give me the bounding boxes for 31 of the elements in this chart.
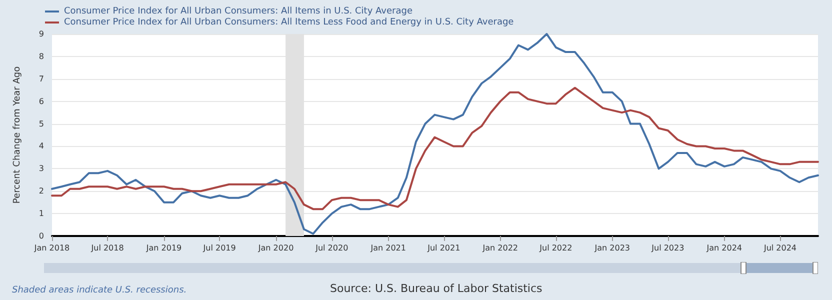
y-axis-title: Percent Change from Year Ago [12, 66, 22, 204]
x-tick-label: Jan 2022 [482, 244, 518, 252]
y-tick-label: 7 [38, 74, 44, 84]
y-tick-label: 6 [38, 96, 44, 106]
x-tick-label: Jul 2022 [538, 244, 572, 252]
y-tick-label: 1 [38, 209, 44, 218]
x-tick-label: Jan 2024 [706, 244, 742, 252]
x-tick-label: Jul 2021 [426, 244, 460, 252]
text: Shaded areas indicate U.S. recessions. [12, 286, 187, 296]
x-tick-label: Jan 2023 [594, 244, 630, 252]
x-tick-label: Jan 2019 [145, 244, 182, 252]
x-tick-label: Jul 2018 [90, 244, 124, 252]
legend-label: Consumer Price Index for All Urban Consumers: All Items in U.S. City Average [64, 6, 413, 16]
x-tick-label: Jul 2020 [314, 244, 348, 252]
x-tick-label: Jan 2018 [33, 244, 70, 252]
x-tick-label: Jan 2021 [370, 244, 406, 252]
y-tick-label: 3 [38, 164, 44, 174]
y-tick-label: 0 [38, 232, 44, 240]
y-tick-label: 5 [38, 119, 44, 128]
x-tick-label: Jul 2024 [762, 244, 797, 252]
y-tick-label: 8 [38, 52, 44, 61]
x-tick-label: Jul 2019 [202, 244, 236, 252]
legend-label: Consumer Price Index for All Urban Consumers: All Items Less Food and Energy in U.S. City Average [64, 18, 514, 28]
x-tick-label: Jul 2023 [650, 244, 684, 252]
line-series [51, 33, 819, 235]
source-note: Source: U.S. Bureau of Labor Statistics [330, 282, 543, 295]
y-tick-label: 9 [38, 30, 44, 38]
y-tick-label: 2 [38, 186, 44, 196]
x-tick-label: Jan 2020 [257, 244, 294, 252]
y-tick-label: 4 [38, 142, 44, 151]
line-series [51, 86, 819, 210]
